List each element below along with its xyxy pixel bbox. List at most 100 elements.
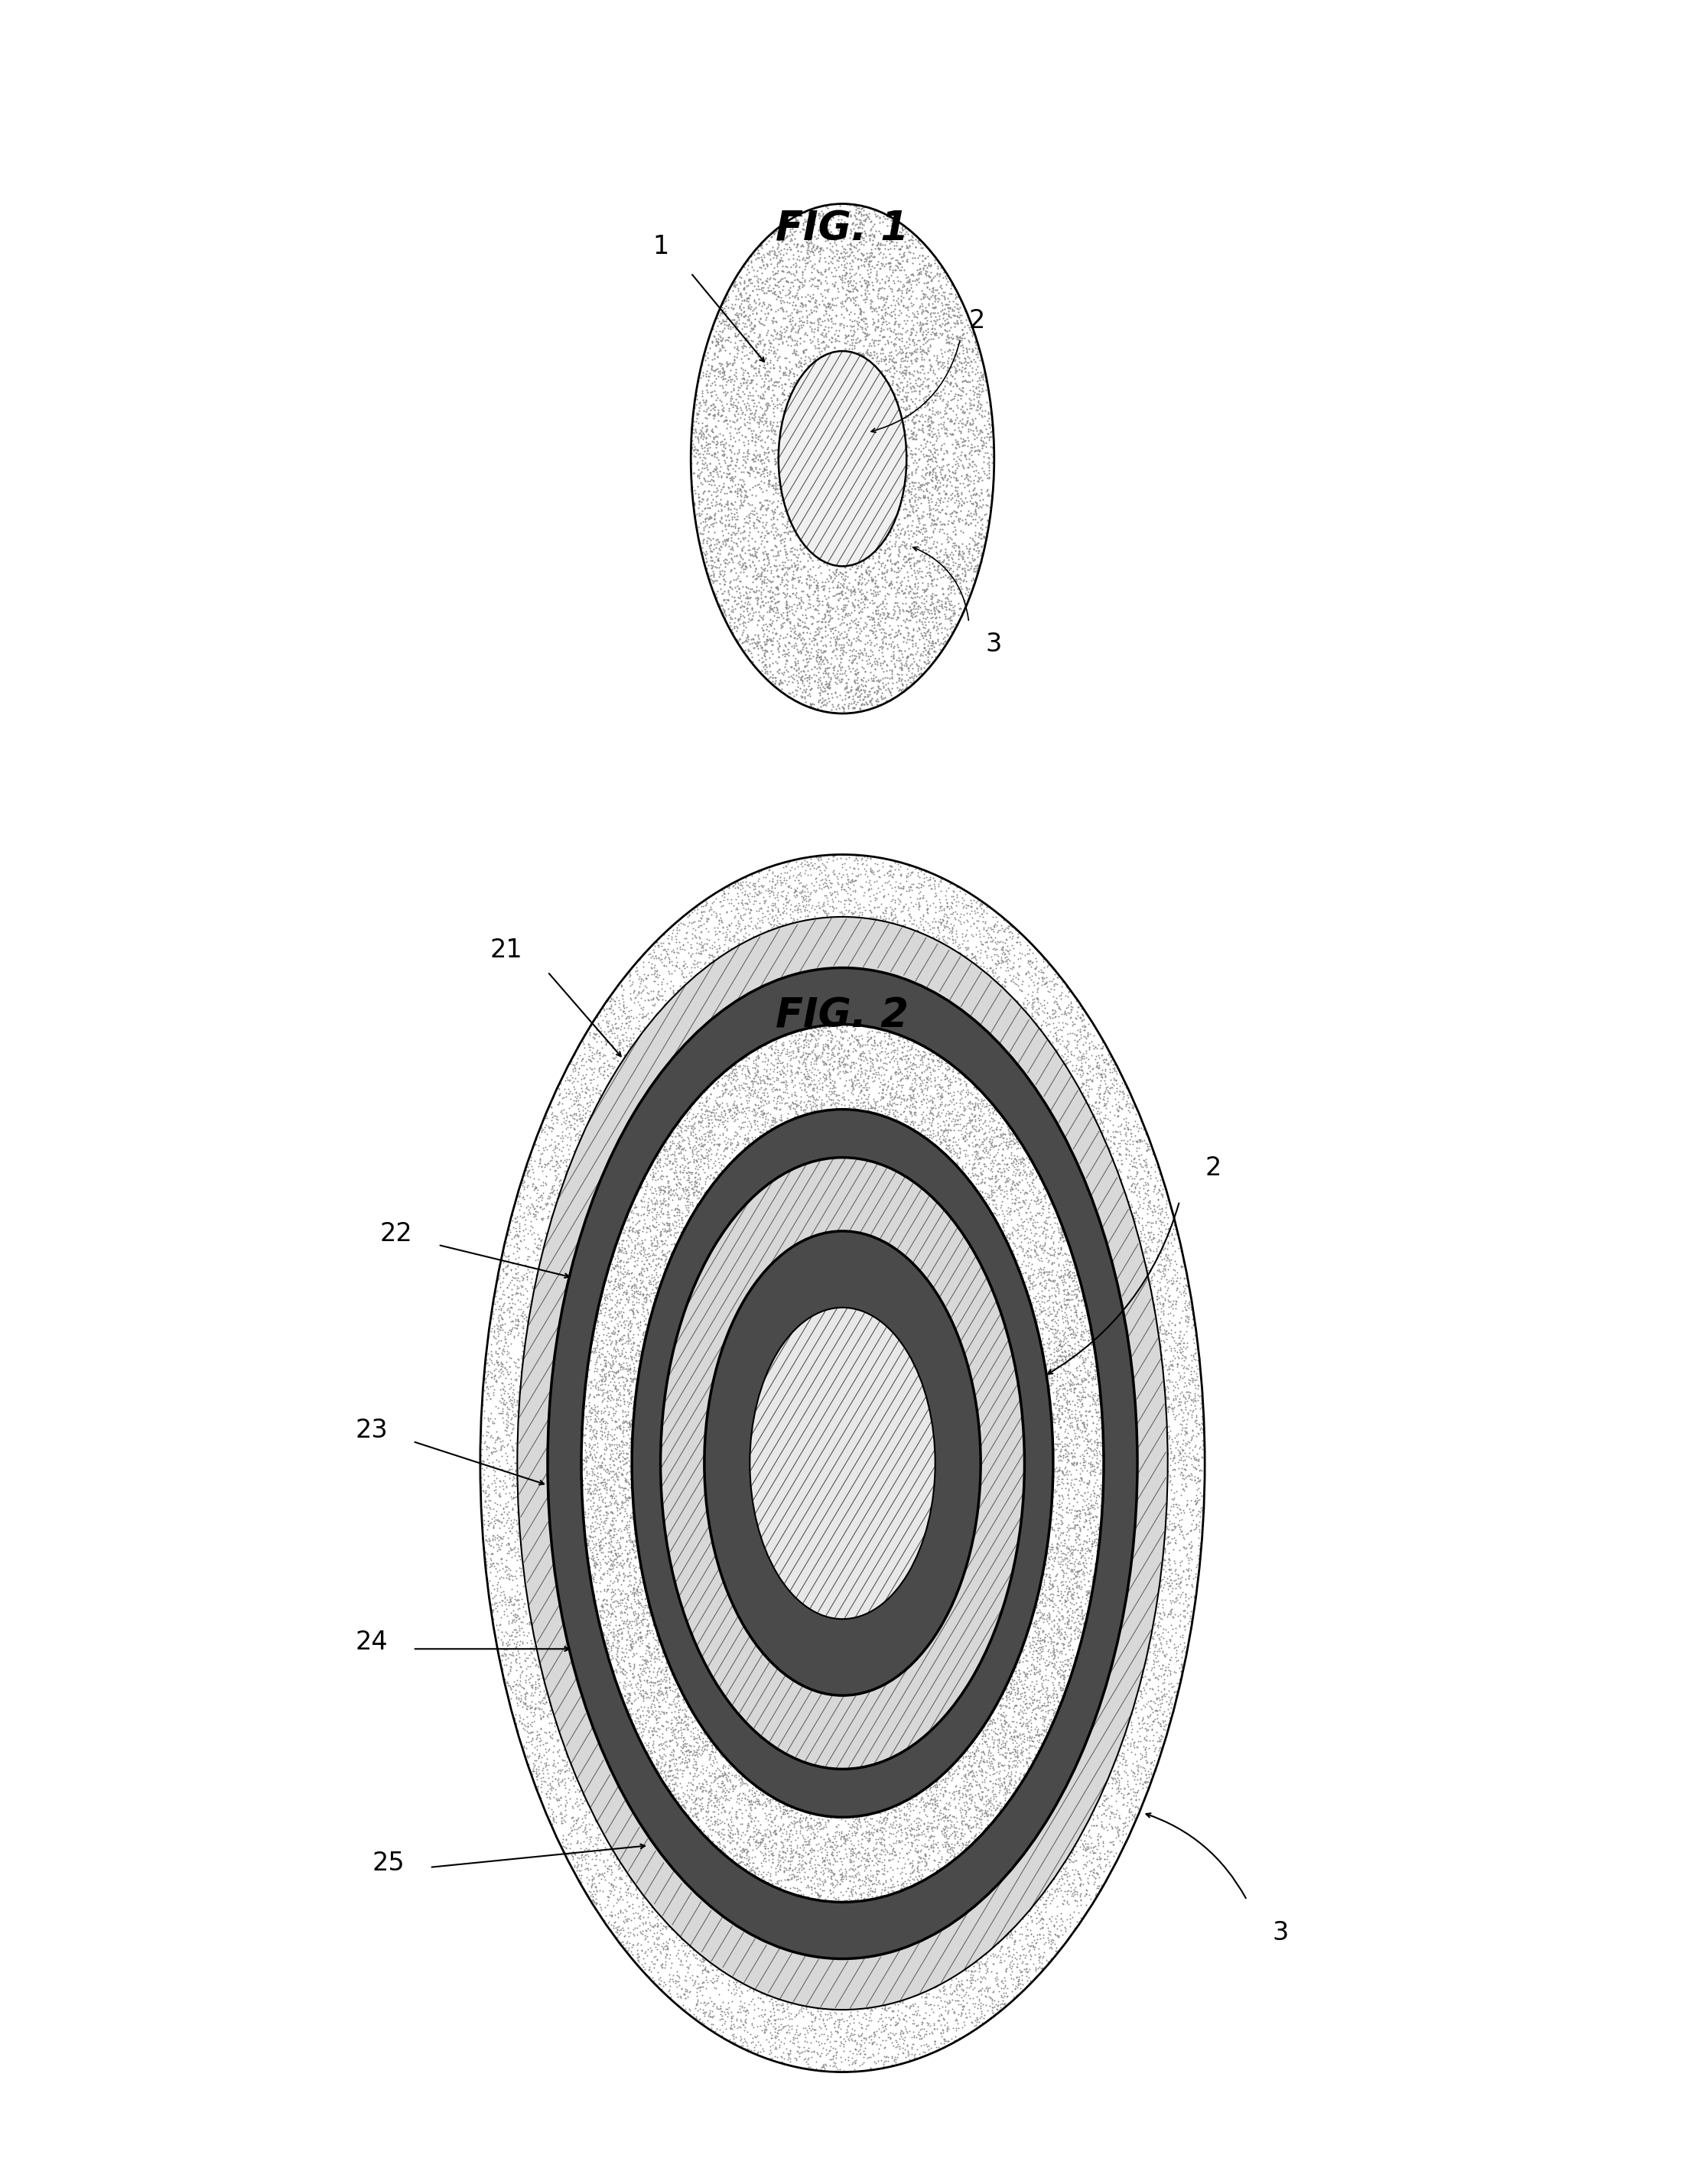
Point — [1009, 974, 1036, 1009]
Point — [849, 1085, 876, 1120]
Point — [509, 1162, 536, 1197]
Point — [942, 515, 969, 550]
Point — [848, 1843, 875, 1878]
Point — [1028, 1693, 1055, 1728]
Point — [1011, 1679, 1038, 1714]
Point — [613, 1455, 640, 1489]
Point — [1097, 1055, 1124, 1090]
Point — [521, 1173, 548, 1208]
Point — [605, 1024, 632, 1059]
Point — [880, 511, 907, 546]
Point — [927, 1992, 954, 2027]
Point — [883, 1033, 910, 1068]
Point — [979, 1101, 1006, 1136]
Point — [773, 218, 800, 253]
Point — [969, 397, 996, 432]
Point — [785, 349, 812, 384]
Point — [928, 277, 955, 312]
Point — [583, 1352, 610, 1387]
Point — [977, 1127, 1004, 1162]
Point — [492, 1352, 519, 1387]
Point — [1024, 1732, 1051, 1767]
Point — [960, 1099, 987, 1133]
Point — [499, 1452, 526, 1487]
Point — [846, 640, 873, 675]
Point — [586, 1514, 613, 1548]
Point — [497, 1365, 524, 1400]
Point — [1001, 1732, 1028, 1767]
Point — [758, 555, 785, 590]
Point — [996, 909, 1023, 943]
Point — [900, 546, 927, 581]
Point — [598, 1481, 625, 1516]
Point — [1169, 1404, 1196, 1439]
Point — [617, 1887, 644, 1922]
Point — [657, 1151, 684, 1186]
Point — [955, 572, 982, 607]
Point — [1038, 1271, 1065, 1306]
Point — [714, 1806, 741, 1841]
Point — [480, 1448, 507, 1483]
Point — [585, 1317, 612, 1352]
Point — [807, 1804, 834, 1839]
Point — [959, 1780, 986, 1815]
Point — [762, 644, 789, 679]
Point — [856, 1044, 883, 1079]
Point — [1013, 1745, 1040, 1780]
Point — [1045, 1267, 1072, 1302]
Point — [623, 1214, 650, 1249]
Point — [944, 1813, 971, 1848]
Point — [699, 1162, 726, 1197]
Point — [1067, 1535, 1094, 1570]
Point — [507, 1557, 534, 1592]
Point — [714, 1985, 741, 2020]
Point — [817, 1081, 844, 1116]
Point — [602, 1485, 629, 1520]
Point — [1053, 1382, 1080, 1417]
Point — [1190, 1489, 1217, 1524]
Point — [502, 1603, 529, 1638]
Point — [745, 1048, 772, 1083]
Point — [903, 332, 930, 367]
Point — [563, 1804, 590, 1839]
Point — [790, 662, 817, 697]
Point — [883, 242, 910, 277]
Point — [666, 1699, 693, 1734]
Point — [866, 1837, 893, 1872]
Point — [1016, 1723, 1043, 1758]
Point — [785, 607, 812, 642]
Point — [585, 1369, 612, 1404]
Point — [844, 1022, 871, 1057]
Point — [871, 1046, 898, 1081]
Point — [1068, 992, 1095, 1026]
Point — [740, 295, 767, 330]
Point — [837, 1024, 864, 1059]
Point — [1003, 1730, 1030, 1765]
Point — [709, 1738, 736, 1773]
Point — [655, 1647, 682, 1682]
Point — [933, 601, 960, 636]
Point — [1053, 1518, 1080, 1553]
Point — [649, 1946, 676, 1981]
Point — [684, 1734, 711, 1769]
Point — [907, 373, 933, 408]
Point — [1161, 1308, 1188, 1343]
Point — [1030, 1262, 1056, 1297]
Point — [842, 622, 869, 657]
Point — [900, 1852, 927, 1887]
Point — [1001, 1653, 1028, 1688]
Point — [768, 1053, 795, 1088]
Point — [758, 583, 785, 618]
Point — [991, 1701, 1018, 1736]
Point — [596, 1487, 623, 1522]
Point — [1033, 1306, 1060, 1341]
Point — [551, 1105, 578, 1140]
Point — [689, 928, 716, 963]
Point — [1164, 1599, 1191, 1634]
Point — [917, 1821, 944, 1856]
Point — [918, 566, 945, 601]
Point — [482, 1579, 509, 1614]
Point — [881, 620, 908, 655]
Point — [635, 1304, 662, 1339]
Point — [1082, 1391, 1109, 1426]
